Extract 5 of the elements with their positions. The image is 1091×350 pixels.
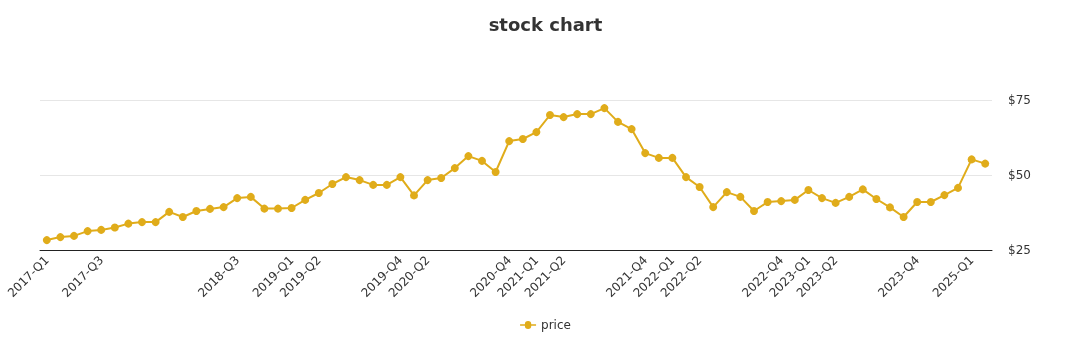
y-tick-label: $25 (1008, 243, 1031, 257)
legend-label: price (541, 318, 571, 332)
y-tick-label: $50 (1008, 168, 1031, 182)
chart-title: stock chart (488, 13, 603, 35)
y-tick-label: $75 (1008, 93, 1031, 107)
